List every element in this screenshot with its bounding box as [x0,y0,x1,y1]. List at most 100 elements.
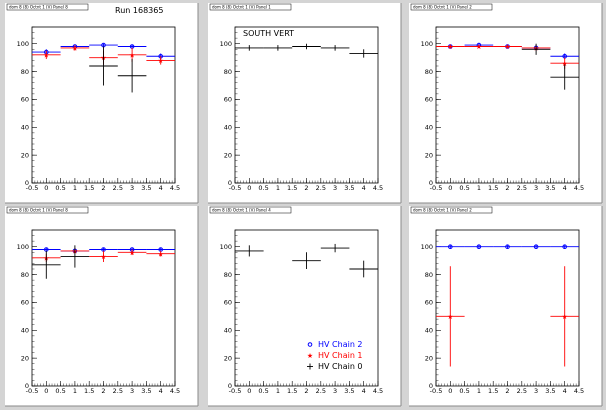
x-tick-label: -0.5 [430,184,443,192]
pad-title-box [6,3,89,11]
y-tick-label: 80 [21,68,29,76]
pad-title-box [6,206,89,214]
data-point-circle [448,244,453,250]
y-tick-label: 20 [21,151,29,159]
pad-background [409,3,602,203]
data-point-star: ★ [158,250,164,258]
y-tick-label: 100 [17,40,29,48]
data-point-star: ★ [447,313,453,321]
pad-title: dom 8 (8) Octnt 1 (V) Panel 2 [413,208,472,213]
y-tick-label: 20 [425,354,433,362]
run-label: Run 168365 [115,6,163,15]
legend-entry: HV Chain 0 [318,362,363,371]
y-tick-label: 0 [228,382,232,390]
y-tick-label: 40 [224,123,232,131]
x-tick-label: 3.5 [545,387,555,395]
x-tick-label: 1 [477,387,481,395]
x-tick-label: 2.5 [517,184,527,192]
x-tick-label: 1.5 [84,387,94,395]
pad-title: dom 8 (8) Octnt 1 (V) Panel 8 [9,5,68,10]
x-tick-label: 3 [130,387,134,395]
data-point-star: ★ [504,43,510,51]
x-tick-label: 2.5 [316,184,326,192]
data-point-star: ★ [129,51,135,59]
x-tick-label: 0.5 [55,184,65,192]
x-tick-label: 0 [44,184,48,192]
x-tick-label: -0.5 [430,387,443,395]
detector-label: SOUTH VERT [243,29,294,38]
y-tick-label: 0 [429,179,433,187]
x-tick-label: 2.5 [113,387,123,395]
chart-pad-6: dom 8 (8) Octnt 1 (V) Panel 2-0.5 0 0.5 1 1.… [409,206,603,407]
y-tick-label: 40 [425,123,433,131]
x-tick-label: 2.5 [113,184,123,192]
x-tick-label: 4 [362,387,366,395]
data-point-star: ★ [129,249,135,257]
x-tick-label: 2 [101,184,105,192]
x-tick-label: 3.5 [141,387,151,395]
x-tick-label: 4 [563,387,567,395]
x-tick-label: 1 [477,184,481,192]
x-tick-label: -0.5 [229,387,242,395]
y-tick-label: 0 [228,179,232,187]
y-tick-label: 0 [25,179,29,187]
x-tick-label: 4 [362,184,366,192]
legend-entry: HV Chain 2 [318,340,363,349]
pad-title-box [410,3,493,11]
x-tick-label: 4.5 [574,387,584,395]
x-tick-label: 3.5 [344,387,354,395]
x-tick-label: 0.5 [459,387,469,395]
x-tick-label: -0.5 [229,184,242,192]
legend-entry: HV Chain 1 [318,351,363,360]
x-tick-label: 3 [534,387,538,395]
x-tick-label: 2 [505,184,509,192]
pad-background [208,3,401,203]
y-tick-label: 20 [21,354,29,362]
x-tick-label: 2 [304,184,308,192]
chart-pad-2: dom 8 (8) Octnt 1 (V) Panel 1-0.5 0 0.5 1 1.… [208,3,402,204]
y-tick-label: 80 [21,271,29,279]
y-tick-label: 100 [421,40,433,48]
x-tick-label: 2 [304,387,308,395]
x-tick-label: 2.5 [517,387,527,395]
pad-background [5,3,198,203]
x-tick-label: 0.5 [258,387,268,395]
x-tick-label: 1.5 [287,387,297,395]
legend-marker: ★ [307,352,313,360]
y-tick-label: 60 [224,299,232,307]
x-tick-label: 2.5 [316,387,326,395]
data-point-circle [562,244,568,250]
data-point-star: ★ [562,313,568,321]
x-tick-label: 1.5 [488,184,498,192]
chart-pad-3: dom 8 (8) Octnt 1 (V) Panel 2-0.5 0 0.5 1 1.… [409,3,603,204]
y-tick-label: 80 [425,271,433,279]
pad-background [5,206,198,406]
y-tick-label: 20 [224,354,232,362]
x-tick-label: 0.5 [459,184,469,192]
pad-title: dom 8 (8) Octnt 1 (V) Panel 1 [212,5,271,10]
y-tick-label: 60 [224,96,232,104]
x-tick-label: 3 [534,184,538,192]
y-tick-label: 0 [25,382,29,390]
y-tick-label: 40 [425,326,433,334]
x-tick-label: 0 [247,387,251,395]
data-point-circle [505,244,510,250]
x-tick-label: 2 [101,387,105,395]
pad-background [409,206,602,406]
data-point-circle [476,244,482,250]
data-point-star: ★ [43,51,49,59]
pad-title-box [209,3,292,11]
x-tick-label: 4 [563,184,567,192]
data-point-star: ★ [72,44,78,52]
x-tick-label: 1 [276,387,280,395]
y-tick-label: 60 [21,299,29,307]
x-tick-label: 4 [159,387,163,395]
y-tick-label: 80 [224,271,232,279]
data-point-star: ★ [100,253,106,261]
data-point-star: ★ [447,43,453,51]
data-point-star: ★ [562,60,568,68]
data-point-circle [533,244,539,250]
y-tick-label: 100 [220,243,232,251]
y-tick-label: 60 [21,96,29,104]
